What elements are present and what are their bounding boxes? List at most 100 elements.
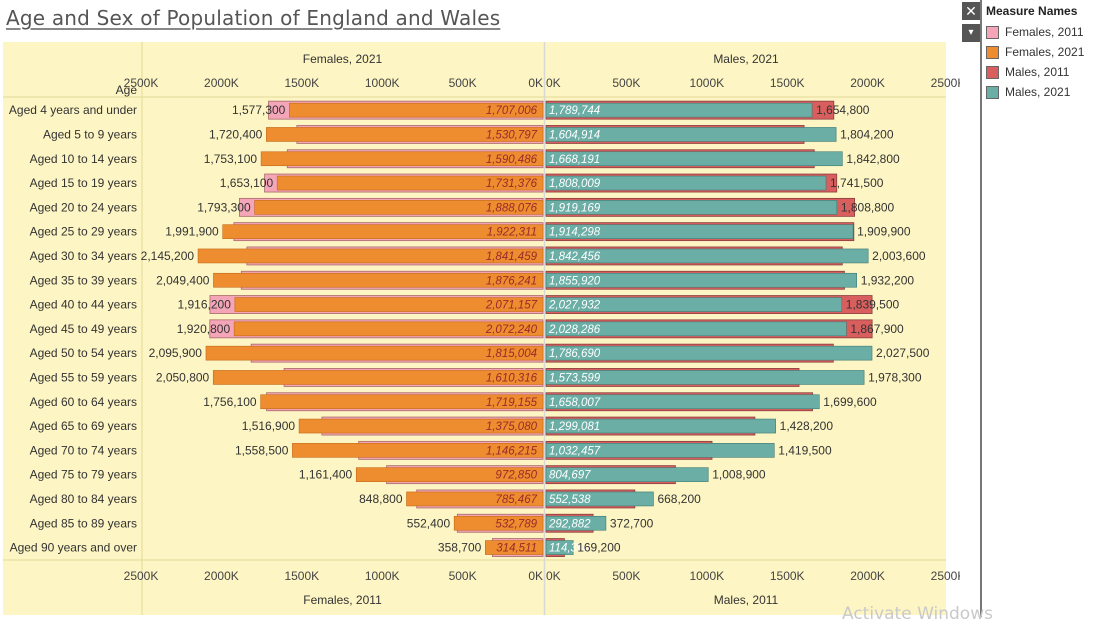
bar-females-2021	[260, 394, 544, 410]
data-label-males-2011: 1,786,690	[549, 348, 601, 360]
bar-males-2021	[545, 418, 776, 434]
female-tick-label: 500K	[449, 569, 477, 583]
male-tick-label: 1000K	[689, 569, 724, 583]
bar-males-2021	[545, 127, 837, 142]
category-label: Aged 70 to 74 years	[30, 443, 137, 457]
category-label: Aged 10 to 14 years	[30, 152, 137, 166]
data-label-males-2011: 1,789,744	[549, 105, 600, 117]
legend-menu-button[interactable]: ▾	[962, 24, 980, 42]
data-label-females-2011: 1,815,004	[486, 348, 537, 360]
data-label-females-2021: 2,095,900	[149, 346, 203, 360]
data-label-females-2011: 1,876,241	[486, 275, 537, 287]
data-label-females-2011: 314,511	[496, 543, 537, 555]
data-label-females-2021: 1,920,800	[177, 322, 231, 336]
close-button[interactable]: ✕	[962, 2, 980, 20]
legend-swatch	[986, 45, 999, 59]
data-label-males-2011: 1,658,007	[549, 397, 601, 409]
bar-males-2021	[545, 297, 843, 312]
bar-females-2021	[212, 370, 544, 385]
male-tick-label: 500K	[612, 569, 640, 583]
bar-males-2021	[545, 224, 854, 239]
bar-males-2021	[545, 321, 847, 337]
page-title: Age and Sex of Population of England and…	[6, 6, 501, 30]
data-label-females-2021: 1,753,100	[204, 152, 258, 166]
bar-females-2021	[260, 151, 544, 167]
bar-males-2021	[545, 540, 574, 555]
bar-females-2021	[355, 467, 544, 482]
data-label-females-2021: 1,161,400	[299, 468, 353, 482]
legend: Measure Names Females, 2011 Females, 202…	[986, 4, 1096, 102]
female-tick-label: 1500K	[284, 76, 319, 90]
bar-females-2021	[276, 175, 544, 191]
data-label-males-2011: 1,914,298	[549, 227, 601, 239]
data-label-males-2021: 1,839,500	[846, 298, 900, 312]
data-label-males-2021: 1,008,900	[712, 468, 766, 482]
activate-windows-watermark: Activate Windows	[842, 604, 993, 624]
data-label-females-2011: 1,888,076	[486, 202, 538, 214]
female-tick-label: 1500K	[284, 569, 319, 583]
data-label-females-2021: 552,400	[407, 516, 451, 530]
data-label-males-2021: 668,200	[657, 492, 701, 506]
bar-females-2021	[453, 515, 544, 531]
legend-swatch	[986, 25, 999, 39]
data-label-males-2021: 169,200	[577, 541, 621, 555]
data-label-males-2011: 804,697	[549, 470, 591, 482]
data-label-females-2011: 1,719,155	[486, 397, 538, 409]
data-label-males-2011: 292,882	[548, 518, 591, 530]
bar-males-2021	[545, 345, 873, 361]
data-label-females-2021: 1,756,100	[203, 395, 257, 409]
legend-swatch	[986, 85, 999, 99]
bar-females-2021	[289, 102, 544, 118]
category-label: Aged 35 to 39 years	[30, 273, 137, 287]
data-label-males-2021: 1,842,800	[846, 152, 900, 166]
male-2011-pane-title: Males, 2011	[714, 593, 779, 607]
row-header-age: Age	[116, 83, 138, 97]
bar-males-2021	[545, 394, 820, 410]
data-label-males-2011: 1,604,914	[549, 129, 600, 141]
close-icon: ✕	[965, 3, 977, 19]
data-label-males-2011: 1,032,457	[549, 445, 601, 457]
data-label-males-2011: 1,573,599	[549, 372, 601, 384]
data-label-males-2011: 1,299,081	[549, 421, 600, 433]
data-label-females-2021: 1,720,400	[209, 127, 263, 141]
category-label: Aged 25 to 29 years	[30, 225, 137, 239]
data-label-females-2021: 1,516,900	[242, 419, 296, 433]
data-label-males-2011: 2,028,286	[548, 324, 601, 336]
data-label-males-2021: 1,419,500	[778, 443, 832, 457]
male-tick-label: 1000K	[689, 76, 724, 90]
data-label-females-2011: 1,922,311	[487, 227, 537, 239]
bar-females-2021	[406, 491, 544, 507]
data-label-males-2021: 372,700	[610, 516, 654, 530]
data-label-males-2021: 1,978,300	[868, 370, 922, 384]
category-label: Aged 55 to 59 years	[30, 370, 137, 384]
legend-item-males-2021[interactable]: Males, 2021	[986, 82, 1096, 102]
male-tick-label: 0K	[546, 569, 561, 583]
bar-females-2021	[197, 248, 544, 264]
bar-males-2021	[545, 515, 607, 531]
bar-females-2021	[254, 200, 544, 215]
data-label-males-2021: 2,003,600	[872, 249, 926, 263]
female-tick-label: 0K	[528, 569, 543, 583]
data-label-females-2021: 2,050,800	[156, 370, 210, 384]
category-label: Aged 80 to 84 years	[30, 492, 137, 506]
data-label-females-2011: 972,850	[495, 470, 537, 482]
bar-females-2021	[213, 272, 544, 288]
data-label-males-2011: 1,919,169	[549, 202, 601, 214]
legend-item-females-2011[interactable]: Females, 2011	[986, 22, 1096, 42]
legend-item-females-2021[interactable]: Females, 2021	[986, 42, 1096, 62]
bar-males-2021	[545, 491, 654, 507]
category-label: Aged 75 to 79 years	[30, 468, 137, 482]
data-label-males-2011: 1,842,456	[549, 251, 601, 263]
male-tick-label: 500K	[612, 76, 640, 90]
bar-females-2021	[298, 418, 544, 434]
category-label: Aged 65 to 69 years	[30, 419, 137, 433]
data-label-males-2011: 1,808,009	[549, 178, 601, 190]
data-label-males-2011: 114,366	[549, 543, 590, 555]
data-label-females-2021: 1,577,300	[232, 103, 286, 117]
bar-females-2021	[233, 321, 544, 337]
data-label-males-2011: 1,668,191	[549, 154, 600, 166]
data-label-females-2011: 785,467	[495, 494, 537, 506]
chevron-down-icon: ▾	[968, 27, 974, 38]
bar-males-2021	[545, 443, 775, 458]
legend-item-males-2011[interactable]: Males, 2011	[986, 62, 1096, 82]
